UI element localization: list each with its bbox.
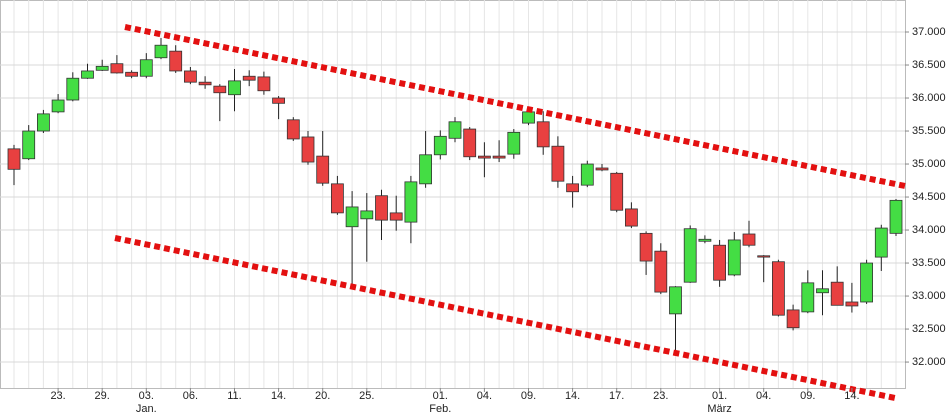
y-tick-label: 32.500 (912, 323, 946, 335)
candle-body (125, 71, 138, 77)
candle-body (698, 238, 712, 242)
candle-body (566, 183, 579, 193)
candle-body (595, 167, 609, 171)
candle-body (51, 99, 65, 113)
candle-body (654, 250, 668, 293)
candle-body (830, 281, 844, 306)
candle-body (433, 135, 447, 156)
candle-body (845, 301, 859, 307)
candle-body (860, 262, 873, 303)
candle-body (286, 119, 300, 140)
candle-body (683, 228, 697, 283)
candle-body (404, 181, 418, 223)
candle-body (522, 111, 535, 124)
candle-body (37, 113, 50, 132)
candle-body (66, 77, 80, 101)
y-tick-label: 36.000 (912, 92, 946, 104)
x-tick-label: 20. (315, 390, 330, 402)
candle-body (22, 130, 36, 160)
x-tick-label: 09. (521, 390, 536, 402)
candle-body (301, 136, 315, 163)
x-tick-label: 23. (653, 390, 668, 402)
candle-body (257, 76, 271, 92)
candle-body (389, 212, 403, 221)
candle-body (316, 155, 330, 184)
candle-body (639, 232, 653, 262)
candle-body (110, 63, 124, 74)
x-tick-label: 23. (50, 390, 65, 402)
candle-body (874, 227, 888, 258)
candle-body (816, 288, 829, 294)
x-tick-label: 01. (433, 390, 448, 402)
y-tick-label: 32.000 (912, 356, 946, 368)
candle-body (198, 81, 212, 86)
candle-body (801, 282, 815, 313)
x-tick-label: 14. (271, 390, 286, 402)
y-tick-label: 34.000 (912, 224, 946, 236)
candle-body (625, 208, 638, 227)
lower-trendline (114, 235, 896, 401)
candles (7, 37, 903, 351)
candle-body (169, 50, 183, 72)
candle-body (610, 172, 624, 211)
x-tick-label: 25. (359, 390, 374, 402)
candle-body (272, 97, 286, 104)
candle-body (345, 206, 359, 228)
candle-body (81, 70, 94, 79)
candle-body (580, 163, 594, 186)
y-tick-label: 34.500 (912, 191, 946, 203)
candle-body (375, 195, 388, 221)
candle-body (330, 183, 344, 214)
candle-body (507, 131, 521, 155)
y-tick-label: 35.500 (912, 125, 946, 137)
candle-body (536, 121, 550, 148)
y-tick-label: 33.000 (912, 290, 946, 302)
y-tick-label: 36.500 (912, 59, 946, 71)
candle-body (742, 233, 756, 246)
x-tick-label: 06. (183, 390, 198, 402)
y-tick-label: 37.000 (912, 26, 946, 38)
x-tick-label: 04. (477, 390, 492, 402)
candle-body (7, 148, 21, 170)
month-label: Feb. (429, 403, 451, 415)
candle-body (228, 80, 241, 96)
candle-body (419, 154, 433, 185)
x-tick-label: 09. (800, 390, 815, 402)
candle-body (669, 286, 682, 315)
candle-body (727, 239, 741, 276)
x-tick-label: 29. (95, 390, 110, 402)
candle-body (95, 65, 109, 71)
axis: 23. 29. 03.Jan.06. 11. 14. 20. 25. 01.Feb.04. 09… (50, 26, 945, 415)
upper-trendline (124, 24, 906, 189)
candle-body (139, 59, 153, 77)
x-tick-label: 14. (565, 390, 580, 402)
candle-body (463, 128, 477, 158)
x-tick-label: 17. (609, 390, 624, 402)
y-tick-label: 35.000 (912, 158, 946, 170)
candle-body (360, 210, 374, 220)
candle-body (183, 70, 197, 83)
candle-body (713, 244, 726, 281)
x-tick-label: 14. (844, 390, 859, 402)
candle-body (154, 44, 168, 59)
candle-body (757, 255, 771, 258)
candle-body (242, 75, 256, 81)
month-label: März (707, 403, 731, 415)
x-tick-label: 11. (227, 390, 241, 402)
x-tick-label: 03. (139, 390, 154, 402)
month-label: Jan. (136, 403, 157, 415)
x-tick-label: 04. (756, 390, 771, 402)
y-tick-label: 33.500 (912, 257, 946, 269)
candle-body (786, 309, 800, 329)
candle-body (551, 145, 565, 182)
candle-body (772, 261, 785, 316)
candle-body (477, 155, 491, 159)
candle-body (448, 121, 462, 139)
candle-body (213, 85, 227, 94)
candle-body (492, 155, 506, 159)
candle-body (889, 199, 903, 234)
x-tick-label: 01. (712, 390, 727, 402)
plot-area (0, 0, 906, 389)
